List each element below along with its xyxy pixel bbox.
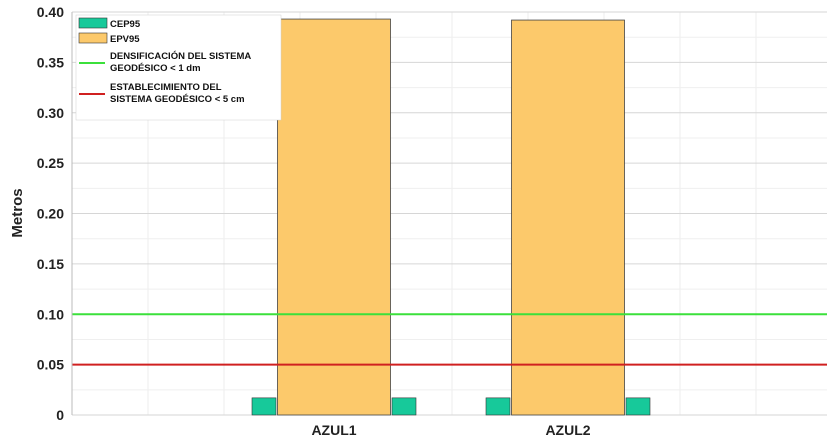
- bar-epv95: [511, 19, 625, 416]
- legend-entry: GEODÉSICO < 1 dm: [110, 63, 201, 74]
- y-tick-label: 0: [56, 407, 64, 423]
- legend-entry: SISTEMA GEODÉSICO < 5 cm: [110, 94, 245, 105]
- legend-box: [75, 14, 282, 121]
- y-tick-label: 0.25: [37, 155, 64, 171]
- y-tick-label: 0.20: [37, 206, 64, 222]
- bar-cep95: [391, 397, 417, 416]
- legend-swatch: [78, 17, 108, 29]
- y-tick-label: 0.30: [37, 105, 64, 121]
- legend-entry: ESTABLECIMIENTO DEL: [110, 82, 222, 93]
- y-tick-label: 0.15: [37, 256, 64, 272]
- y-axis-label: Metros: [9, 188, 26, 237]
- y-tick-label: 0.40: [37, 4, 64, 20]
- bars: [251, 18, 651, 416]
- legend-entry: EPV95: [110, 34, 140, 45]
- x-tick-label: AZUL1: [311, 422, 356, 438]
- y-tick-label: 0.10: [37, 306, 64, 322]
- y-tick-label: 0.05: [37, 357, 64, 373]
- bar-cep95: [625, 397, 651, 416]
- bar-cep95: [485, 397, 511, 416]
- x-tick-label: AZUL2: [545, 422, 590, 438]
- bar-epv95: [277, 18, 391, 416]
- legend: CEP95 EPV95 DENSIFICACIÓN DEL SISTEMAGEODÉ…: [75, 14, 282, 121]
- axes: 0 0.05 0.10 0.15 0.20 0.25 0.30 0.35 0.40 AZUL1 AZ…: [37, 4, 591, 438]
- bar-cep95: [251, 397, 277, 416]
- y-tick-label: 0.35: [37, 54, 64, 70]
- reference-lines: [72, 313, 827, 366]
- legend-swatch: [78, 32, 108, 44]
- legend-entry: DENSIFICACIÓN DEL SISTEMA: [110, 50, 251, 62]
- legend-entry: CEP95: [110, 19, 141, 30]
